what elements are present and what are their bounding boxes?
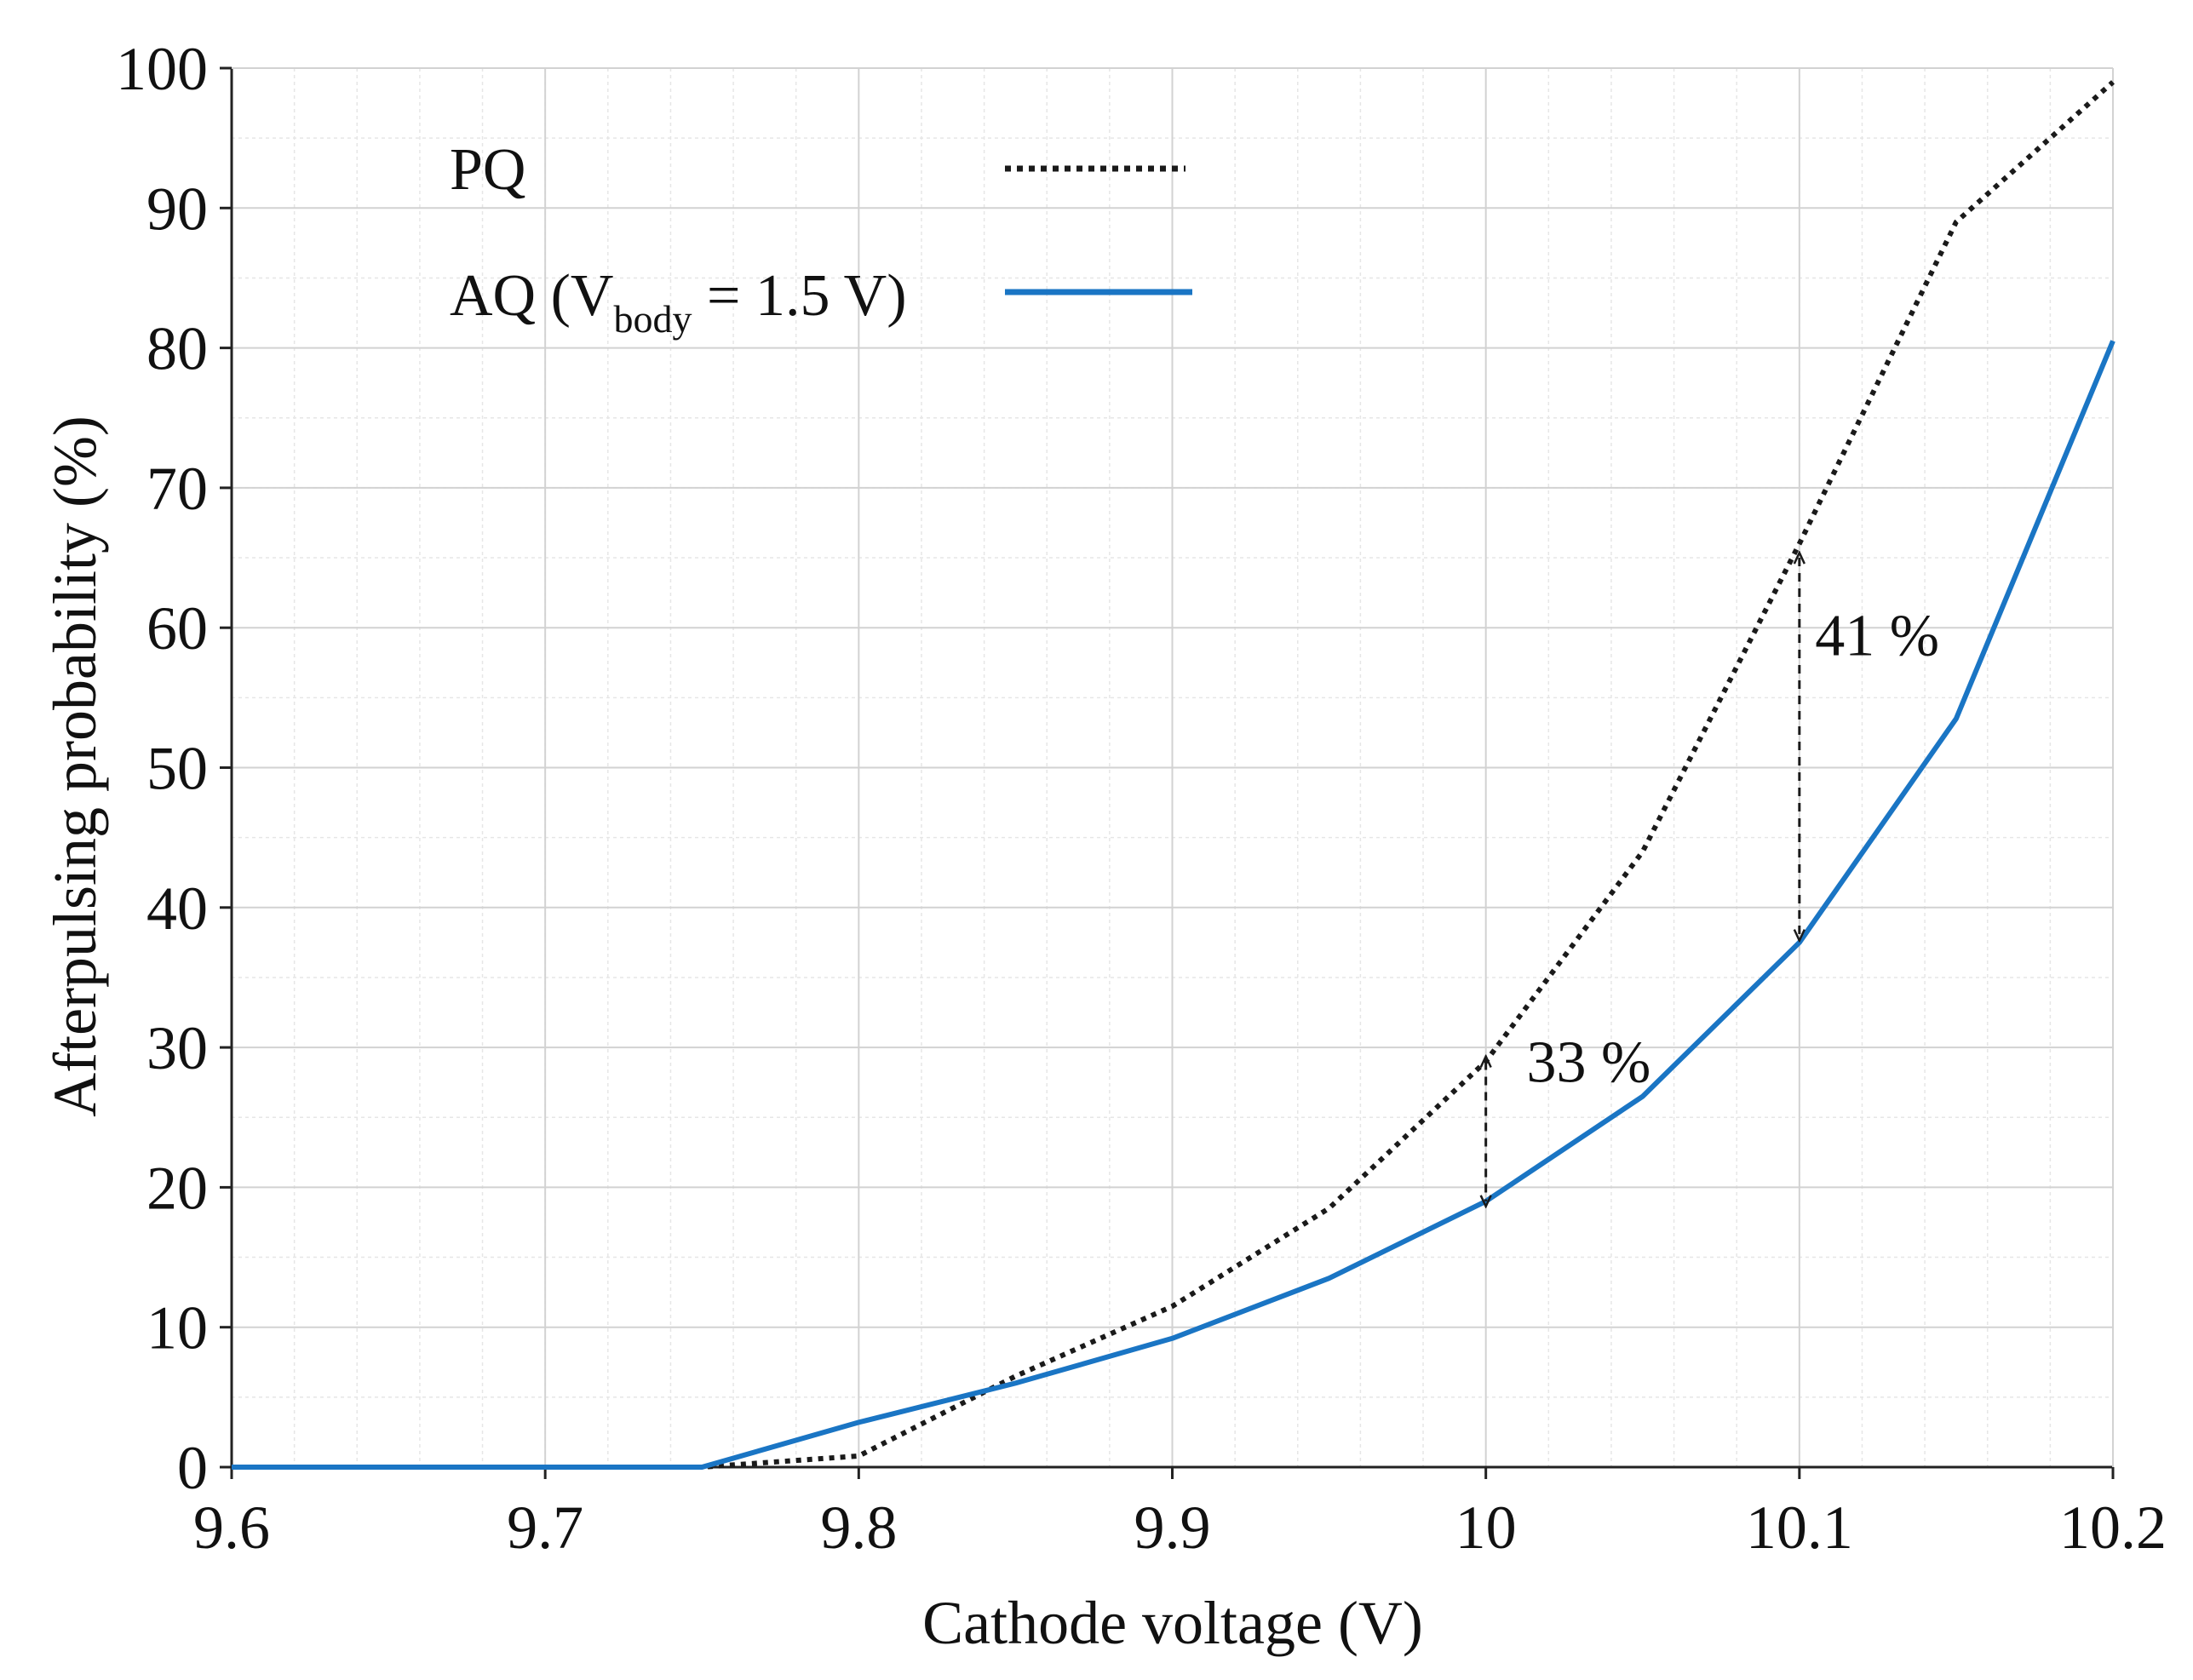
- y-tick-label: 30: [146, 1014, 208, 1082]
- x-tick-label: 9.8: [820, 1494, 897, 1562]
- y-tick-label: 80: [146, 315, 208, 383]
- y-tick-label: 50: [146, 735, 208, 803]
- legend-label-pq: PQ: [450, 137, 525, 203]
- y-tick-label: 10: [146, 1294, 208, 1362]
- legend-label-aq: AQ (Vbody = 1.5 V): [450, 263, 907, 341]
- annotation-layer: 33 % 41 %: [1486, 558, 1939, 1201]
- annotation-label-33: 33 %: [1527, 1030, 1651, 1096]
- x-tick-label: 10: [1455, 1494, 1517, 1562]
- x-tick-label: 9.7: [507, 1494, 583, 1562]
- y-tick-label: 100: [116, 35, 208, 103]
- x-axis-title: Cathode voltage (V): [922, 1589, 1423, 1657]
- y-tick-label: 60: [146, 594, 208, 662]
- legend-aq-subscript: body: [613, 297, 692, 341]
- y-tick-label: 70: [146, 455, 208, 523]
- x-tick-label: 10.2: [2059, 1494, 2167, 1562]
- legend-aq-suffix: = 1.5 V): [692, 263, 906, 329]
- annotation-label-41: 41 %: [1815, 603, 1939, 668]
- y-tick-label: 90: [146, 175, 208, 243]
- y-tick-label: 20: [146, 1154, 208, 1222]
- x-tick-label: 9.6: [193, 1494, 270, 1562]
- legend: PQ AQ (Vbody = 1.5 V): [450, 137, 1192, 341]
- y-tick-label: 40: [146, 874, 208, 943]
- x-tick-label: 9.9: [1134, 1494, 1211, 1562]
- x-tick-label: 10.1: [1746, 1494, 1853, 1562]
- tick-label-layer: 0 10 20 30 40 50 60 70 80 90 100 9.6 9.7 9.8 9.9 10 10.1…: [116, 35, 2167, 1562]
- y-tick-label: 0: [177, 1434, 208, 1502]
- legend-aq-main: AQ (V: [450, 263, 613, 329]
- y-axis-title: Afterpulsing probability (%): [41, 416, 109, 1117]
